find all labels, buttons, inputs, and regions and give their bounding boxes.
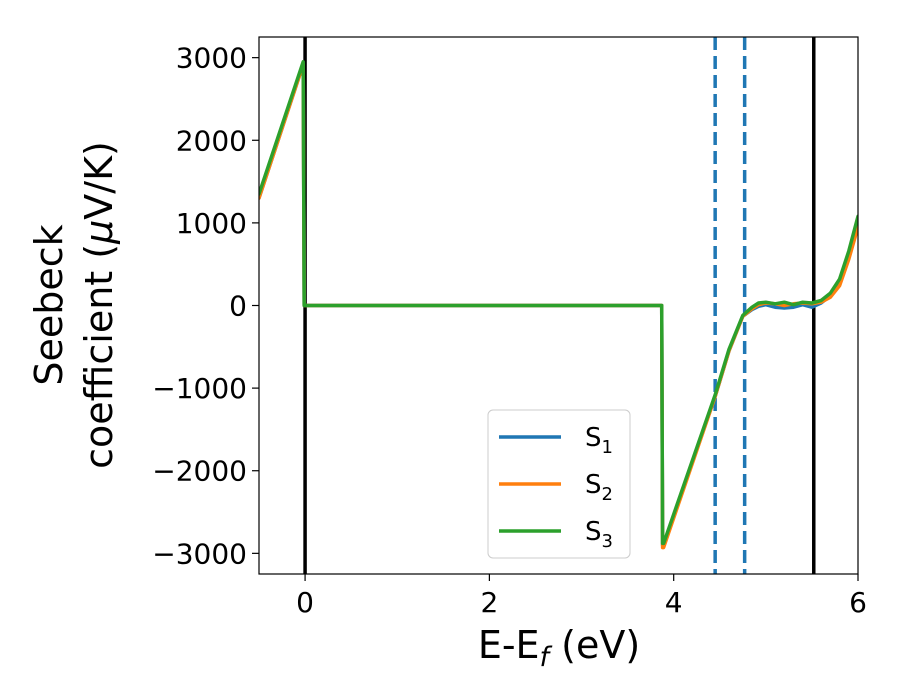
series-line-s3 — [259, 60, 858, 546]
legend-label-s1: S1 — [585, 423, 613, 458]
y-axis-label-line2-prefix: coefficient ( — [77, 244, 121, 469]
y-axis-label-line2-suffix: V/K) — [77, 141, 121, 220]
x-tick-label: 6 — [849, 586, 867, 619]
y-tick-label: −1000 — [152, 372, 247, 405]
y-axis-label-line1: Seebeck — [27, 224, 71, 385]
y-axis-label: Seebeck coefficient (μV/K) — [27, 141, 121, 469]
legend: S1 S2 S3 — [487, 409, 631, 559]
x-tick-label: 2 — [480, 586, 498, 619]
x-tick-label: 4 — [665, 586, 683, 619]
y-tick-label: 2000 — [176, 124, 247, 157]
x-tick-label: 0 — [296, 586, 314, 619]
y-tick-label: 1000 — [176, 207, 247, 240]
y-axis-ticks: −3000 −2000 −1000 0 1000 2000 3000 — [152, 42, 259, 570]
legend-label-s2: S2 — [585, 470, 613, 505]
x-axis-ticks: 0 2 4 6 — [296, 574, 867, 619]
y-tick-label: −3000 — [152, 537, 247, 570]
y-tick-label: −2000 — [152, 455, 247, 488]
legend-label-s3: S3 — [585, 517, 613, 552]
y-tick-label: 0 — [229, 290, 247, 323]
x-axis-label-main: E-E — [478, 623, 540, 667]
y-tick-label: 3000 — [176, 42, 247, 75]
y-axis-label-mu: μ — [77, 220, 121, 245]
x-axis-label-unit: (eV) — [549, 623, 640, 667]
series-lines — [259, 60, 858, 550]
y-axis-label-line2: coefficient (μV/K) — [77, 141, 121, 469]
x-axis-label: E-Ef (eV) — [478, 623, 640, 673]
